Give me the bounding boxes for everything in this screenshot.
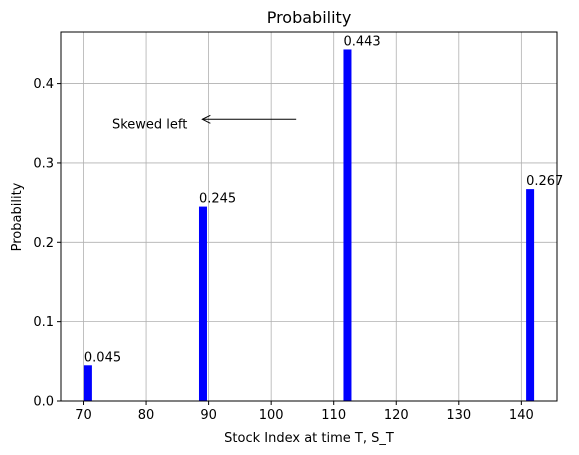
grid-lines [61, 32, 557, 402]
data-label: 0.045 [84, 350, 121, 365]
bar [198, 206, 207, 401]
x-tick-label: 140 [509, 408, 534, 423]
x-tick-label: 130 [446, 408, 471, 423]
data-labels: 0.045 0.245 0.443 0.267 [84, 34, 563, 365]
y-tick-label: 0.3 [33, 156, 54, 171]
y-tick-label: 0.0 [33, 395, 54, 410]
x-tick-label: 120 [384, 408, 409, 423]
bar [526, 189, 535, 401]
data-label: 0.245 [199, 192, 236, 207]
bar [343, 49, 352, 401]
annotation-text: Skewed left [112, 117, 187, 132]
y-tick-label: 0.4 [33, 77, 54, 92]
bar [83, 365, 92, 401]
x-tick-label: 80 [138, 408, 155, 423]
x-tick-label: 110 [321, 408, 346, 423]
x-axis-label: Stock Index at time T, S_T [224, 431, 394, 446]
chart-title: Probability [267, 8, 352, 27]
bars [83, 49, 535, 401]
axis-ticks: 70 80 90 100 110 120 130 140 0.0 0.1 0.2 0.3 0.4 [33, 77, 533, 423]
data-label: 0.443 [343, 34, 380, 49]
annotation: Skewed left [112, 114, 297, 132]
x-tick-label: 90 [200, 408, 217, 423]
y-tick-label: 0.1 [33, 315, 54, 330]
data-label: 0.267 [526, 174, 563, 189]
plot-frame [60, 31, 558, 402]
annotation-arrow-head [201, 114, 211, 124]
y-axis-label: Probability [10, 182, 25, 251]
x-tick-label: 70 [75, 408, 92, 423]
x-tick-label: 100 [259, 408, 284, 423]
y-tick-label: 0.2 [33, 236, 54, 251]
plot-border [60, 31, 558, 402]
